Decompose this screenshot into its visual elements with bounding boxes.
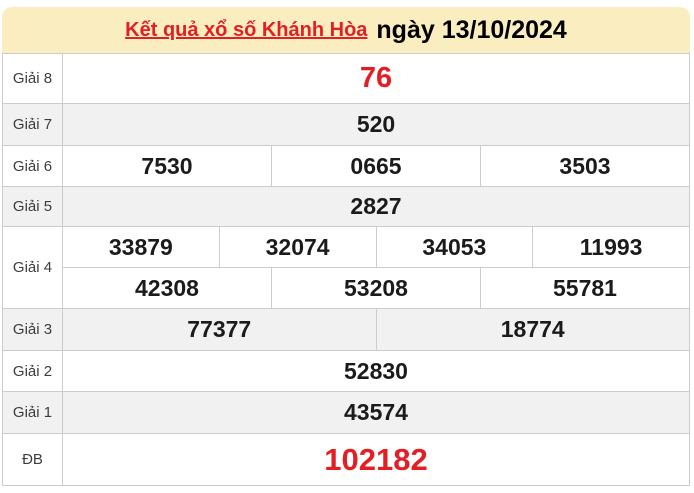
prize-number: 2827 (62, 186, 690, 227)
prize-label: Giải 5 (2, 186, 63, 227)
results-header: Kết quả xổ số Khánh Hòa ngày 13/10/2024 (2, 7, 690, 53)
prize-row-giai-3: Giải 3 77377 18774 (2, 308, 690, 351)
prize-label: ĐB (2, 433, 63, 486)
prize-number: 34053 (375, 226, 534, 268)
prize-number: 55781 (480, 267, 690, 309)
prize-number: 11993 (532, 226, 690, 268)
prize-label: Giải 3 (2, 308, 63, 351)
results-table: Giải 8 76 Giải 7 520 Giải 6 7530 0665 35… (2, 53, 690, 486)
prize-number: 33879 (62, 226, 220, 268)
prize-number: 0665 (271, 145, 481, 187)
prize-number: 52830 (62, 350, 690, 392)
prize-label: Giải 2 (2, 350, 63, 392)
prize-number: 32074 (218, 226, 377, 268)
prize-number: 7530 (62, 145, 272, 187)
prize-row-giai-2: Giải 2 52830 (2, 350, 690, 392)
prize-row-giai-5: Giải 5 2827 (2, 186, 690, 227)
prize-number: 77377 (62, 308, 377, 351)
title-link[interactable]: Kết quả xổ số Khánh Hòa (125, 18, 368, 41)
prize-row-giai-4-bottom: 42308 53208 55781 (3, 267, 690, 309)
prize-row-giai-4-top: Giải 4 33879 32074 34053 11993 (2, 226, 690, 309)
title-date: ngày 13/10/2024 (376, 15, 567, 44)
prize-row-dac-biet: ĐB 102182 (2, 433, 690, 486)
prize-label: Giải 7 (2, 103, 63, 146)
prize-row-giai-6: Giải 6 7530 0665 3503 (2, 145, 690, 187)
prize-number: 43574 (62, 391, 690, 434)
prize-number: 76 (62, 53, 690, 104)
prize-number: 53208 (271, 267, 481, 309)
prize-row-giai-8: Giải 8 76 (2, 53, 690, 104)
prize-number: 3503 (480, 145, 690, 187)
prize-label: Giải 4 (2, 226, 63, 309)
prize-number: 520 (62, 103, 690, 146)
prize-number: 102182 (62, 433, 690, 486)
prize-label: Giải 6 (2, 145, 63, 187)
prize-row-giai-7: Giải 7 520 (2, 103, 690, 146)
prize-number: 42308 (62, 267, 272, 309)
prize-label: Giải 1 (2, 391, 63, 434)
prize-row-giai-1: Giải 1 43574 (2, 391, 690, 434)
prize-number: 18774 (375, 308, 690, 351)
prize-label: Giải 8 (2, 53, 63, 104)
